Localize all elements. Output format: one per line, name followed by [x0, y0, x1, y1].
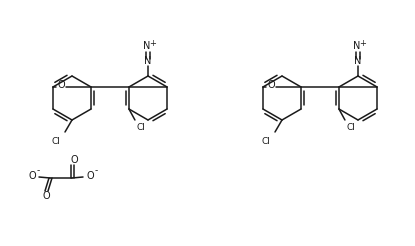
Text: Cl: Cl: [51, 138, 61, 147]
Text: O: O: [28, 171, 36, 181]
Text: +: +: [359, 40, 366, 48]
Text: N: N: [143, 41, 151, 51]
Text: Cl: Cl: [137, 123, 145, 133]
Text: N: N: [144, 56, 152, 66]
Text: O: O: [70, 155, 78, 165]
Text: Cl: Cl: [261, 138, 271, 147]
Text: N: N: [353, 41, 361, 51]
Text: -: -: [37, 167, 39, 175]
Text: O: O: [42, 191, 50, 201]
Text: O: O: [57, 80, 65, 90]
Text: N: N: [354, 56, 362, 66]
Text: -: -: [94, 167, 98, 175]
Text: +: +: [149, 40, 156, 48]
Text: O: O: [267, 80, 275, 90]
Text: Cl: Cl: [347, 123, 355, 133]
Text: O: O: [86, 171, 94, 181]
